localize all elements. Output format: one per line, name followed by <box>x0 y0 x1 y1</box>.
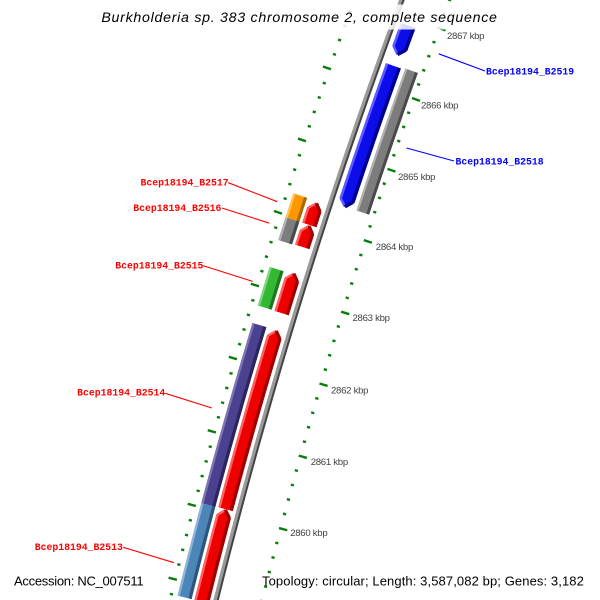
svg-text:Bcep18194_B2513: Bcep18194_B2513 <box>35 542 123 553</box>
svg-text:Bcep18194_B2516: Bcep18194_B2516 <box>133 203 221 214</box>
svg-text:Bcep18194_B2515: Bcep18194_B2515 <box>115 261 203 272</box>
svg-text:Bcep18194_B2519: Bcep18194_B2519 <box>486 67 574 78</box>
svg-text:Bcep18194_B2514: Bcep18194_B2514 <box>77 388 165 399</box>
svg-text:Bcep18194_B2518: Bcep18194_B2518 <box>456 157 544 168</box>
svg-text:2866 kbp: 2866 kbp <box>421 100 458 111</box>
svg-text:2862 kbp: 2862 kbp <box>331 386 368 397</box>
svg-text:Accession: NC_007511: Accession: NC_007511 <box>14 574 143 589</box>
svg-text:Bcep18194_B2517: Bcep18194_B2517 <box>141 178 229 189</box>
svg-text:2863 kbp: 2863 kbp <box>353 313 390 324</box>
svg-text:2861 kbp: 2861 kbp <box>311 457 348 468</box>
svg-text:2864 kbp: 2864 kbp <box>376 242 413 253</box>
svg-text:2860 kbp: 2860 kbp <box>290 528 327 539</box>
svg-text:Burkholderia sp. 383 chromosom: Burkholderia sp. 383 chromosome 2, compl… <box>101 10 497 26</box>
svg-text:2867 kbp: 2867 kbp <box>447 31 484 42</box>
svg-text:2865 kbp: 2865 kbp <box>398 172 435 183</box>
svg-text:Topology: circular; Length: 3,: Topology: circular; Length: 3,587,082 bp… <box>262 574 584 589</box>
